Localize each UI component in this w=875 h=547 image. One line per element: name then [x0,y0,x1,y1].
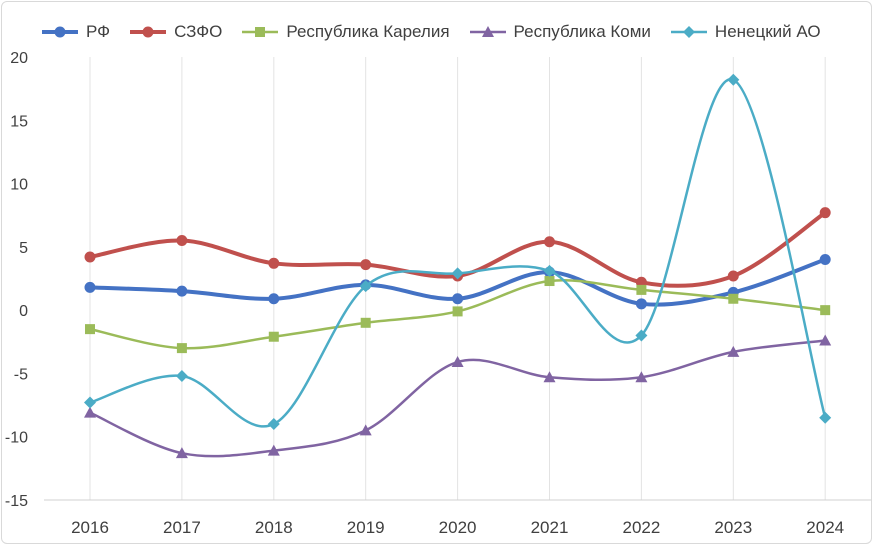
x-tick-label: 2018 [255,518,293,537]
legend-item: Ненецкий АО [669,22,821,42]
series-4-point [84,396,96,409]
series-0-point [635,298,647,310]
series-1-point [819,207,831,219]
series-3-point [451,356,464,368]
legend-marker [481,26,494,37]
legend-label: РФ [86,22,111,41]
series-3-point [635,371,648,383]
y-tick-label: 15 [10,113,28,130]
legend-marker [142,26,154,38]
legend-item: РФ [40,22,110,42]
series-3-point [175,447,188,459]
series-3-point [267,444,280,456]
series-3-point [359,424,372,436]
series-1-point [360,259,372,271]
series-4-point [451,267,464,280]
series-2-point [85,324,95,335]
x-tick-label: 2024 [806,518,844,537]
x-tick-label: 2017 [163,518,201,537]
series-4-point [727,73,740,86]
legend-item: Республика Коми [468,22,651,42]
x-tick-label: 2016 [71,518,109,537]
y-tick-label: -10 [5,430,28,447]
x-tick-label: 2019 [347,518,385,537]
legend-swatch [670,26,707,38]
legend-label: СЗФО [174,22,223,41]
series-0-point [176,285,188,297]
series-1-point [544,236,555,248]
legend-marker [682,26,695,38]
legend-swatch [130,26,167,38]
x-tick-label: 2022 [622,518,660,537]
series-3-point [819,334,832,346]
series-2-point [452,306,463,317]
series-1-point [176,235,188,247]
series-4-point [819,411,832,424]
y-tick-label: 20 [10,50,28,67]
x-tick-label: 2023 [714,518,752,537]
series-4-point [175,369,188,382]
series-1-point [727,270,739,282]
series-3-point [727,345,740,357]
legend-marker [54,26,66,38]
series-4-point [543,264,556,277]
series-0-point [819,254,831,266]
series-4-point [635,329,648,342]
legend-label: Ненецкий АО [714,22,821,41]
series-1-point [268,257,280,269]
series-4-point [359,280,372,293]
legend-swatch [42,26,78,38]
series-2-point [820,305,831,316]
y-tick-label: -15 [5,493,28,510]
series-2-point [268,331,279,342]
legend-label: Республика Карелия [286,22,450,41]
legend-swatch [242,27,279,37]
series-2-point [544,276,555,287]
chart-legend: РФ СЗФО Республика Карелия Республика Коми Н… [40,18,821,46]
series-1-point [84,251,96,263]
y-tick-label: 5 [19,240,28,257]
y-tick-label: 10 [10,177,28,194]
x-tick-label: 2020 [439,518,477,537]
legend-item: Республика Карелия [240,22,450,42]
legend-marker [255,27,266,37]
series-0-point [452,293,464,305]
y-tick-label: 0 [19,303,28,320]
legend-label: Республика Коми [513,22,651,41]
series-4-point [267,418,280,431]
series-0-point [84,281,96,293]
series-3-point [543,371,556,383]
series-0-point [268,293,280,305]
series-3-point [84,406,96,418]
legend-item: СЗФО [128,22,222,42]
series-2-point [636,284,647,295]
y-tick-label: -5 [14,366,28,383]
legend-swatch [469,26,506,37]
x-tick-label: 2021 [531,518,569,537]
series-2-point [360,317,371,328]
series-2-point [728,293,739,304]
series-2-point [176,343,187,354]
